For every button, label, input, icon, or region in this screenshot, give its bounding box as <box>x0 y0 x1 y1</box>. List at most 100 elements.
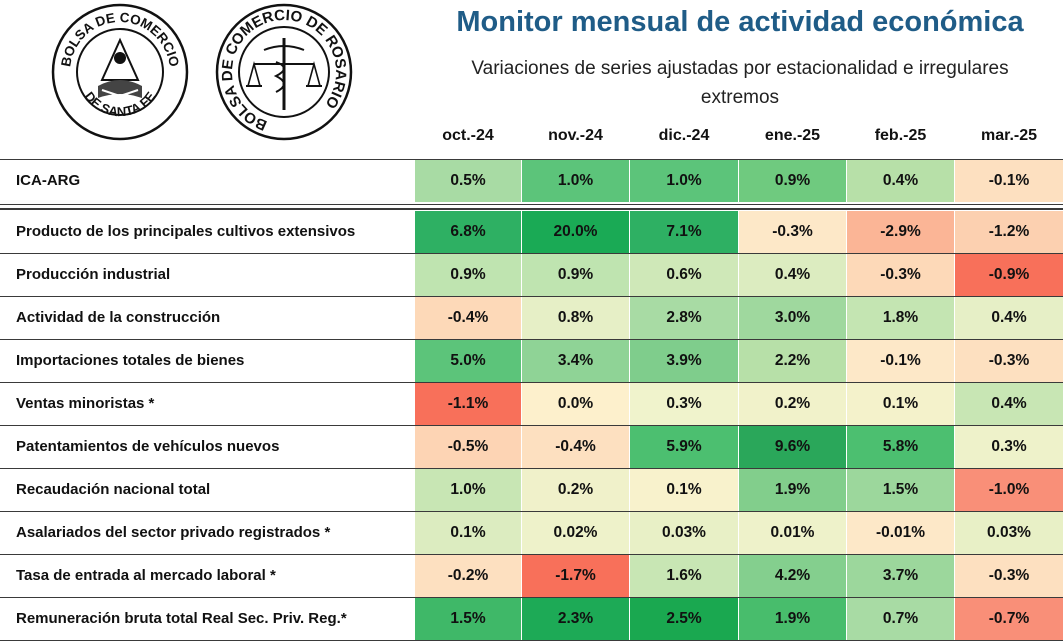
subtitle-line-1: Variaciones de series ajustadas por esta… <box>471 58 1009 79</box>
value-cell: 0.8% <box>522 297 629 339</box>
value-cell: 1.8% <box>847 297 954 339</box>
value-cell: 0.03% <box>630 512 738 554</box>
value-cell: 0.4% <box>955 297 1063 339</box>
value-cell: 0.9% <box>415 254 521 296</box>
value-cell: -0.9% <box>955 254 1063 296</box>
row-label: Asalariados del sector privado registrad… <box>16 524 331 541</box>
value-cell: 1.5% <box>847 469 954 511</box>
table-row: Producción industrial 0.9% 0.9% 0.6% 0.4% -0.… <box>0 254 1063 296</box>
value-cell: 1.0% <box>415 469 521 511</box>
row-divider <box>0 339 1063 340</box>
row-label: Patentamientos de vehículos nuevos <box>16 438 280 455</box>
table-row: Remuneración bruta total Real Sec. Priv.… <box>0 598 1063 640</box>
table-row: ICA-ARG 0.5% 1.0% 1.0% 0.9% 0.4% -0.1% <box>0 160 1063 202</box>
value-cell: -0.3% <box>739 211 846 253</box>
value-cell: 3.7% <box>847 555 954 597</box>
value-cell: -0.7% <box>955 598 1063 640</box>
row-label: Producción industrial <box>16 266 171 283</box>
value-cell: 0.4% <box>739 254 846 296</box>
row-label: ICA-ARG <box>16 172 81 189</box>
table-row: Patentamientos de vehículos nuevos -0.5% -… <box>0 426 1063 468</box>
page-title: Monitor mensual de actividad económica <box>456 6 1024 38</box>
row-divider <box>0 204 1063 205</box>
table-row: Actividad de la construcción -0.4% 0.8% 2.8… <box>0 297 1063 339</box>
month-header-0: oct.-24 <box>442 127 494 144</box>
value-cell: -1.1% <box>415 383 521 425</box>
value-cell: 5.9% <box>630 426 738 468</box>
table-row: Ventas minoristas * -1.1% 0.0% 0.3% 0.2% 0.1%… <box>0 383 1063 425</box>
row-divider <box>0 597 1063 598</box>
row-label: Actividad de la construcción <box>16 309 221 326</box>
month-header-5: mar.-25 <box>980 127 1038 144</box>
value-cell: -0.4% <box>522 426 629 468</box>
value-cell: 7.1% <box>630 211 738 253</box>
row-label: Remuneración bruta total Real Sec. Priv.… <box>16 610 347 627</box>
row-divider <box>0 554 1063 555</box>
table-row: Importaciones totales de bienes 5.0% 3.4% 3… <box>0 340 1063 382</box>
value-cell: 20.0% <box>522 211 629 253</box>
value-cell: 5.0% <box>415 340 521 382</box>
value-cell: -0.1% <box>847 340 954 382</box>
value-cell: -0.3% <box>847 254 954 296</box>
value-cell: -2.9% <box>847 211 954 253</box>
value-cell: 1.9% <box>739 469 846 511</box>
row-divider <box>0 511 1063 512</box>
value-cell: 2.5% <box>630 598 738 640</box>
month-header-2: dic.-24 <box>658 127 710 144</box>
month-header-1: nov.-24 <box>548 127 603 144</box>
value-cell: 0.9% <box>522 254 629 296</box>
value-cell: 1.0% <box>630 160 738 202</box>
value-cell: 9.6% <box>739 426 846 468</box>
row-label: Recaudación nacional total <box>16 481 211 498</box>
value-cell: 0.2% <box>522 469 629 511</box>
value-cell: 0.02% <box>522 512 629 554</box>
value-cell: 0.1% <box>630 469 738 511</box>
row-divider <box>0 382 1063 383</box>
value-cell: 0.0% <box>522 383 629 425</box>
row-divider <box>0 296 1063 297</box>
row-label: Ventas minoristas * <box>16 395 155 412</box>
value-cell: 0.03% <box>955 512 1063 554</box>
row-label: Producto de los principales cultivos ext… <box>16 223 356 240</box>
row-label: Importaciones totales de bienes <box>16 352 245 369</box>
value-cell: -0.3% <box>955 340 1063 382</box>
value-cell: 0.1% <box>415 512 521 554</box>
value-cell: 0.1% <box>847 383 954 425</box>
value-cell: 4.2% <box>739 555 846 597</box>
bolsa-comercio-santa-fe-seal: BOLSA DE COMERCIO DE SANTA FE <box>51 3 189 141</box>
table-row: Producto de los principales cultivos ext… <box>0 211 1063 253</box>
value-cell: -1.0% <box>955 469 1063 511</box>
value-cell: 0.9% <box>739 160 846 202</box>
value-cell: 0.4% <box>955 383 1063 425</box>
row-divider <box>0 468 1063 469</box>
value-cell: 0.2% <box>739 383 846 425</box>
value-cell: 2.3% <box>522 598 629 640</box>
page-subtitle: Variaciones de series ajustadas por esta… <box>430 54 1050 112</box>
value-cell: 0.3% <box>955 426 1063 468</box>
value-cell: 0.3% <box>630 383 738 425</box>
value-cell: 5.8% <box>847 426 954 468</box>
value-cell: 3.9% <box>630 340 738 382</box>
table-row: Recaudación nacional total 1.0% 0.2% 0.1% 1.… <box>0 469 1063 511</box>
value-cell: 1.9% <box>739 598 846 640</box>
value-cell: -0.01% <box>847 512 954 554</box>
value-cell: 2.8% <box>630 297 738 339</box>
value-cell: 0.6% <box>630 254 738 296</box>
value-cell: -0.1% <box>955 160 1063 202</box>
value-cell: 0.5% <box>415 160 521 202</box>
value-cell: -0.5% <box>415 426 521 468</box>
row-divider <box>0 208 1063 210</box>
value-cell: 6.8% <box>415 211 521 253</box>
subtitle-line-2: extremos <box>700 87 780 108</box>
row-label: Tasa de entrada al mercado laboral * <box>16 567 276 584</box>
value-cell: 0.4% <box>847 160 954 202</box>
month-header-4: feb.-25 <box>874 127 927 144</box>
month-header-3: ene.-25 <box>764 127 821 144</box>
row-divider <box>0 159 1063 160</box>
table-row: Asalariados del sector privado registrad… <box>0 512 1063 554</box>
value-cell: 3.0% <box>739 297 846 339</box>
bolsa-comercio-rosario-seal: BOLSA DE COMERCIO DE ROSARIO <box>215 3 353 141</box>
value-cell: -0.2% <box>415 555 521 597</box>
value-cell: 3.4% <box>522 340 629 382</box>
row-divider <box>0 253 1063 254</box>
